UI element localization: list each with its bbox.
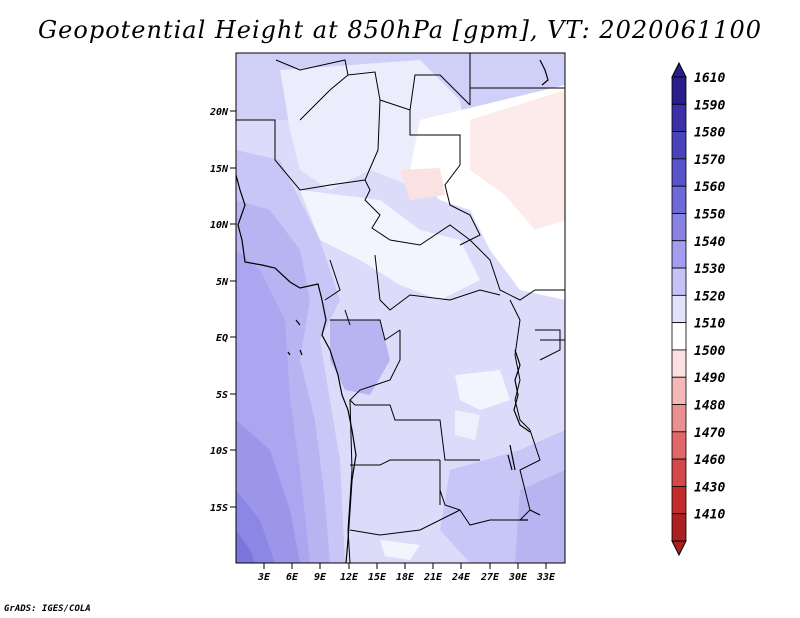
lat-tick-label: 5S: [216, 390, 228, 401]
country-borders: [236, 53, 565, 563]
colorbar-swatch: [671, 458, 687, 487]
colorbar-label: 1580: [694, 126, 725, 141]
colorbar-swatch: [671, 404, 687, 433]
colorbar-top-arrow: [671, 61, 687, 78]
colorbar-label: 1550: [694, 207, 725, 222]
colorbar-label: 1520: [694, 289, 725, 304]
colorbar-label: 1470: [694, 426, 725, 441]
colorbar-label: 1540: [694, 235, 725, 250]
lat-tick-label: 20N: [209, 107, 229, 118]
colorbar-swatch: [671, 486, 687, 515]
colorbar-label: 1490: [694, 371, 725, 386]
colorbar-label: 1410: [694, 508, 725, 523]
coastline: [236, 59, 549, 563]
map-frame: [235, 52, 566, 564]
lon-tick-label: 6E: [286, 572, 299, 583]
colorbar-swatch: [671, 240, 687, 269]
grads-credit: GrADS: IGES/COLA: [4, 604, 91, 614]
lon-tick-label: 12E: [340, 572, 359, 583]
lat-tick-label: 10S: [210, 446, 228, 457]
lon-tick-label: 15E: [368, 572, 387, 583]
colorbar-bottom-arrow: [671, 540, 687, 557]
colorbar-swatch: [671, 76, 687, 105]
map-title: Geopotential Height at 850hPa [gpm], VT:…: [38, 16, 762, 44]
colorbar-swatch: [671, 103, 687, 132]
colorbar-label: 1560: [694, 180, 725, 195]
lat-axis: [230, 110, 236, 508]
colorbar-swatch: [671, 322, 687, 351]
lon-tick-label: 9E: [314, 572, 327, 583]
colorbar-label: 1430: [694, 480, 725, 495]
lat-tick-label: 15S: [210, 503, 228, 514]
lon-tick-label: 33E: [536, 572, 556, 583]
colorbar-swatch: [671, 349, 687, 378]
colorbar-swatch: [671, 294, 687, 324]
lat-tick-label: 5N: [216, 277, 229, 288]
colorbar-swatch: [671, 131, 687, 160]
colorbar-swatch: [671, 376, 687, 405]
colorbar-label: 1500: [694, 344, 725, 359]
lon-tick-label: 27E: [480, 572, 500, 583]
colorbar-label: 1590: [694, 98, 725, 113]
lon-tick-label: 3E: [257, 572, 271, 583]
lon-tick-label: 21E: [423, 572, 443, 583]
lon-tick-label: 18E: [396, 572, 415, 583]
colorbar-label: 1460: [694, 453, 725, 468]
height-field: [236, 53, 565, 563]
colorbar-label: 1610: [694, 71, 725, 86]
colorbar-label: 1530: [694, 262, 725, 277]
colorbar-swatch: [671, 158, 687, 187]
lat-tick-label: 15N: [210, 164, 229, 175]
colorbar-swatch: [671, 431, 687, 460]
lat-tick-label: 10N: [210, 220, 229, 231]
colorbar-swatch: [671, 513, 687, 542]
lon-axis: [263, 563, 547, 569]
colorbar-label: 1480: [694, 399, 725, 414]
colorbar-label: 1510: [694, 317, 725, 332]
colorbar: 1610 1590 1580 1570 1560 1550 1540 1530 1520 1510…: [671, 61, 725, 557]
colorbar-swatch: [671, 213, 687, 242]
colorbar-swatch: [671, 185, 687, 214]
lat-tick-label: EQ: [216, 333, 228, 344]
colorbar-swatch: [671, 267, 687, 296]
lon-tick-label: 30E: [508, 572, 528, 583]
colorbar-label: 1570: [694, 153, 725, 168]
lon-tick-label: 24E: [451, 572, 471, 583]
